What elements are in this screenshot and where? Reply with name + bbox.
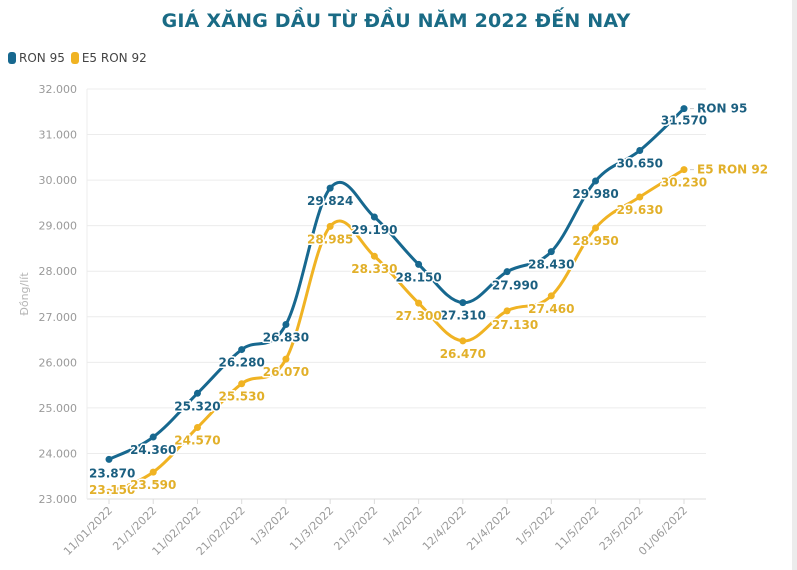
data-point[interactable]: [547, 248, 555, 256]
grid-lines: [86, 88, 706, 500]
y-tick-label: 32.000: [39, 83, 78, 96]
data-point[interactable]: [680, 166, 688, 174]
data-point[interactable]: [193, 389, 201, 397]
data-point[interactable]: [370, 213, 378, 221]
y-tick-label: 26.000: [39, 356, 78, 369]
series-line-e5ron92: [107, 168, 686, 494]
data-label: 27.990: [492, 279, 538, 293]
data-point[interactable]: [282, 355, 290, 363]
legend-label-e5ron92: E5 RON 92: [81, 51, 147, 65]
x-tick-label: 11/5/2022: [553, 504, 602, 553]
data-point[interactable]: [503, 307, 511, 315]
data-label: 24.360: [130, 443, 176, 457]
y-tick-label: 25.000: [39, 402, 78, 415]
legend-label-ron95: RON 95: [19, 51, 65, 65]
data-label: 28.430: [528, 258, 574, 272]
x-tick-label: 12/4/2022: [420, 504, 469, 553]
data-label: 28.950: [572, 234, 618, 248]
data-point[interactable]: [680, 105, 688, 113]
y-tick-label: 27.000: [39, 311, 78, 324]
data-label: 26.470: [440, 347, 486, 361]
data-point[interactable]: [636, 193, 644, 201]
data-label: 30.650: [617, 157, 663, 171]
data-label: 29.190: [351, 223, 397, 237]
series-lines: [105, 105, 688, 496]
data-point[interactable]: [193, 423, 201, 431]
data-label: 30.230: [661, 176, 707, 190]
data-label: 26.830: [263, 331, 309, 345]
data-label: 29.630: [617, 203, 663, 217]
data-label: 26.280: [219, 356, 265, 370]
x-tick-label: 11/3/2022: [287, 504, 336, 553]
data-label: 28.985: [307, 232, 353, 246]
x-tick-label: 1/5/2022: [513, 504, 557, 548]
data-point[interactable]: [415, 299, 423, 307]
data-point[interactable]: [149, 433, 157, 441]
data-point[interactable]: [592, 177, 600, 185]
x-tick-label: 1/4/2022: [381, 504, 425, 548]
data-label: 27.300: [395, 309, 441, 323]
y-tick-label: 31.000: [39, 129, 78, 142]
data-point[interactable]: [149, 468, 157, 476]
data-label: 23.590: [130, 478, 176, 492]
data-label: 24.570: [174, 433, 220, 447]
y-tick-label: 30.000: [39, 174, 78, 187]
x-tick-label: 21/3/2022: [331, 504, 380, 553]
data-label: 23.870: [89, 466, 135, 480]
chart-title: GIÁ XĂNG DẦU TỪ ĐẦU NĂM 2022 ĐẾN NAY: [161, 10, 631, 32]
data-point[interactable]: [459, 337, 467, 345]
data-label: 25.320: [174, 399, 220, 413]
data-point[interactable]: [326, 222, 334, 230]
data-label: 31.570: [661, 114, 707, 128]
legend-swatch-ron95: [8, 52, 16, 64]
series-end-label: RON 95: [697, 102, 747, 116]
y-tick-label: 24.000: [39, 447, 78, 460]
data-point[interactable]: [547, 292, 555, 300]
data-point[interactable]: [459, 299, 467, 307]
data-label: 27.130: [492, 318, 538, 332]
data-point[interactable]: [636, 147, 644, 154]
x-tick-label: 21/4/2022: [464, 504, 513, 553]
y-axis-ticks: 23.000 24.000 25.000 26.000 27.000 28.000 29.0…: [39, 83, 78, 506]
data-point[interactable]: [105, 488, 113, 496]
series-line-ron95: [107, 107, 686, 461]
data-point[interactable]: [105, 455, 113, 463]
data-point[interactable]: [238, 380, 246, 388]
data-point[interactable]: [370, 252, 378, 260]
data-label: 27.460: [528, 302, 574, 316]
legend-item-e5ron92[interactable]: E5 RON 92: [70, 51, 147, 65]
data-point[interactable]: [326, 184, 334, 192]
data-point[interactable]: [282, 321, 290, 329]
y-axis-label: Đồng/lít: [18, 272, 31, 316]
scrollbar[interactable]: [792, 0, 797, 570]
data-label: 26.070: [263, 365, 309, 379]
data-point[interactable]: [238, 346, 246, 354]
data-point[interactable]: [503, 268, 511, 276]
legend-item-ron95[interactable]: RON 95: [8, 51, 65, 65]
data-label: 25.530: [219, 390, 265, 404]
data-label: 27.310: [440, 309, 486, 323]
chart-legend: RON 95 E5 RON 92: [8, 51, 153, 65]
y-tick-label: 29.000: [39, 220, 78, 233]
x-tick-label: 11/01/2022: [61, 504, 115, 558]
data-point[interactable]: [415, 260, 423, 268]
data-labels: 23.870 24.360 25.320 26.280 26.830 29.824 29.1…: [88, 100, 770, 499]
y-tick-label: 23.000: [39, 493, 78, 506]
series-end-label: E5 RON 92: [697, 163, 768, 177]
x-tick-label: 1/3/2022: [248, 504, 292, 548]
data-point[interactable]: [592, 224, 600, 232]
data-label: 29.824: [307, 194, 353, 208]
data-label: 28.330: [351, 262, 397, 276]
data-label: 28.150: [395, 270, 441, 284]
legend-swatch-e5ron92: [70, 52, 79, 64]
data-label: 29.980: [572, 187, 618, 201]
y-tick-label: 28.000: [39, 265, 78, 278]
data-label: 23.150: [89, 483, 135, 497]
